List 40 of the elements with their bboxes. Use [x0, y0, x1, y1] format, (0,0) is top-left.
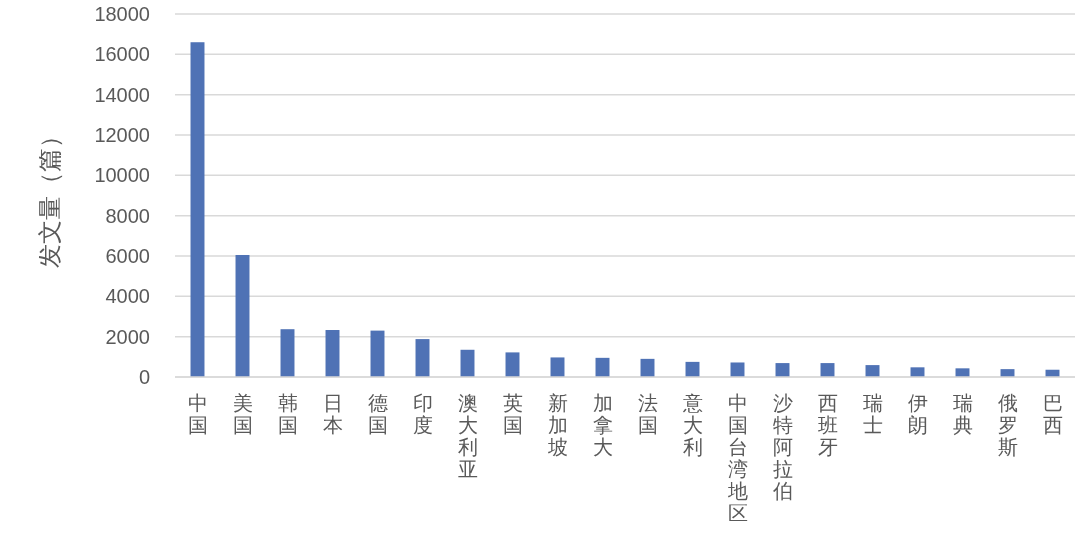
x-tick-label: 俄罗斯	[997, 392, 1018, 458]
bar	[280, 329, 295, 377]
x-tick-label: 日本	[322, 392, 343, 436]
x-tick-label: 英国	[502, 392, 523, 436]
y-tick-label: 4000	[105, 285, 150, 308]
x-tick-label: 瑞典	[952, 392, 973, 436]
y-tick-label: 18000	[94, 3, 150, 25]
x-tick-label: 瑞士	[862, 392, 883, 436]
y-tick-label: 8000	[105, 204, 150, 227]
x-tick-label: 美国	[232, 392, 253, 436]
y-axis-title: 发文量（篇）	[36, 123, 63, 268]
y-tick-label: 0	[138, 366, 150, 388]
y-tick-label: 10000	[94, 164, 150, 187]
x-tick-label: 伊朗	[907, 392, 928, 436]
y-tick-label: 12000	[94, 124, 150, 146]
x-tick-label: 韩国	[277, 392, 298, 436]
bar	[325, 330, 340, 377]
x-tick-label: 意大利	[681, 392, 703, 458]
bar	[505, 352, 520, 377]
y-tick-label: 2000	[105, 325, 150, 348]
bar	[190, 42, 205, 377]
bar	[550, 357, 565, 377]
y-tick-label: 14000	[94, 83, 150, 106]
x-tick-label: 加拿大	[592, 392, 613, 458]
x-tick-label: 法国	[637, 392, 658, 436]
x-tick-label: 澳大利亚	[457, 392, 478, 480]
x-tick-label: 西班牙	[817, 392, 838, 458]
x-tick-label: 中国	[187, 392, 208, 436]
x-tick-label: 德国	[367, 392, 388, 436]
x-tick-label: 沙特阿拉伯	[771, 392, 793, 502]
bar	[730, 362, 745, 377]
x-tick-label: 中国台湾地区	[726, 392, 748, 524]
y-tick-label: 6000	[105, 245, 150, 267]
bar	[415, 339, 430, 377]
bar	[235, 254, 250, 377]
y-tick-label: 16000	[94, 43, 150, 66]
x-tick-label: 巴西	[1042, 392, 1063, 436]
x-tick-label: 新加坡	[546, 392, 568, 458]
bar	[370, 330, 385, 377]
x-tick-label: 印度	[412, 392, 433, 436]
